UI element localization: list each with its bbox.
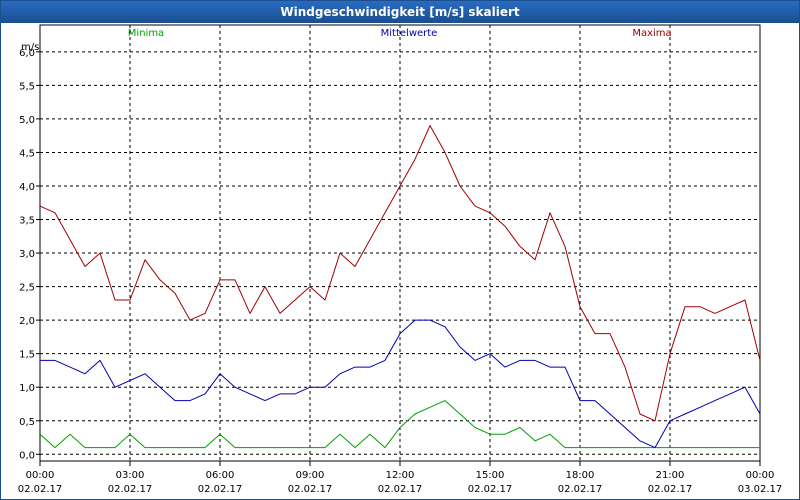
x-tick-time-label: 00:00	[746, 470, 775, 481]
y-tick-label: 6,0	[19, 48, 35, 59]
y-tick-label: 4,0	[19, 182, 35, 193]
y-tick-label: 0,0	[19, 450, 35, 461]
x-tick-time-label: 09:00	[296, 470, 325, 481]
y-tick-label: 2,5	[19, 283, 35, 294]
x-tick-date-label: 02.02.17	[18, 484, 63, 495]
y-tick-label: 1,0	[19, 383, 35, 394]
y-tick-label: 3,0	[19, 249, 35, 260]
x-tick-date-label: 02.02.17	[288, 484, 333, 495]
x-tick-time-label: 03:00	[116, 470, 145, 481]
x-tick-time-label: 18:00	[566, 470, 595, 481]
x-tick-date-label: 02.02.17	[198, 484, 243, 495]
series-lines	[39, 125, 761, 449]
x-tick-date-label: 02.02.17	[108, 484, 153, 495]
legend-entry-mittelwerte: Mittelwerte	[381, 28, 438, 39]
x-tick-date-label: 02.02.17	[378, 484, 423, 495]
y-tick-label: 5,0	[19, 115, 35, 126]
y-tick-label: 1,5	[19, 350, 35, 361]
y-tick-label: 0,5	[19, 417, 35, 428]
wind-speed-chart: 0,00,51,01,52,02,53,03,54,04,55,05,56,0 …	[18, 24, 783, 495]
x-axis: 00:00 02.02.17 03:00 02.02.17 06:00 02.02.17 0…	[18, 461, 783, 495]
x-tick-date-label: 02.02.17	[648, 484, 693, 495]
x-tick-time-label: 00:00	[26, 470, 55, 481]
y-tick-label: 2,0	[19, 316, 35, 327]
x-tick-date-label: 03.02.17	[738, 484, 783, 495]
y-axis-unit-label: m/s	[21, 42, 39, 53]
x-tick-time-label: 15:00	[476, 470, 505, 481]
series-line-minima	[39, 400, 760, 449]
legend-entry-maxima: Maxima	[632, 28, 671, 39]
x-tick-date-label: 02.02.17	[558, 484, 603, 495]
y-axis: 0,0 0,5 1,0 1,5 2,0 2,5 3,0 3,5 4,0 4,5 5,0 5,5 6,0	[19, 48, 40, 461]
series-line-maxima	[39, 125, 761, 422]
x-tick-time-label: 21:00	[656, 470, 685, 481]
chart-title: Windgeschwindigkeit [m/s] skaliert	[1, 1, 799, 23]
legend: Minima Mittelwerte Maxima	[128, 28, 672, 39]
legend-entry-minima: Minima	[128, 28, 164, 39]
x-tick-time-label: 12:00	[386, 470, 415, 481]
y-tick-label: 5,5	[19, 81, 35, 92]
x-tick-time-label: 06:00	[206, 470, 235, 481]
grid-lines	[40, 25, 760, 461]
y-tick-label: 4,5	[19, 148, 35, 159]
series-line-mittelwerte	[40, 319, 761, 449]
x-tick-date-label: 02.02.17	[468, 484, 513, 495]
y-tick-label: 3,5	[19, 216, 35, 227]
